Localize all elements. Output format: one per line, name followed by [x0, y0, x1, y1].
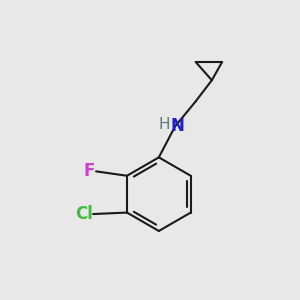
Text: N: N [170, 117, 184, 135]
Text: F: F [84, 162, 95, 180]
Text: H: H [158, 118, 169, 133]
Text: Cl: Cl [75, 205, 93, 223]
